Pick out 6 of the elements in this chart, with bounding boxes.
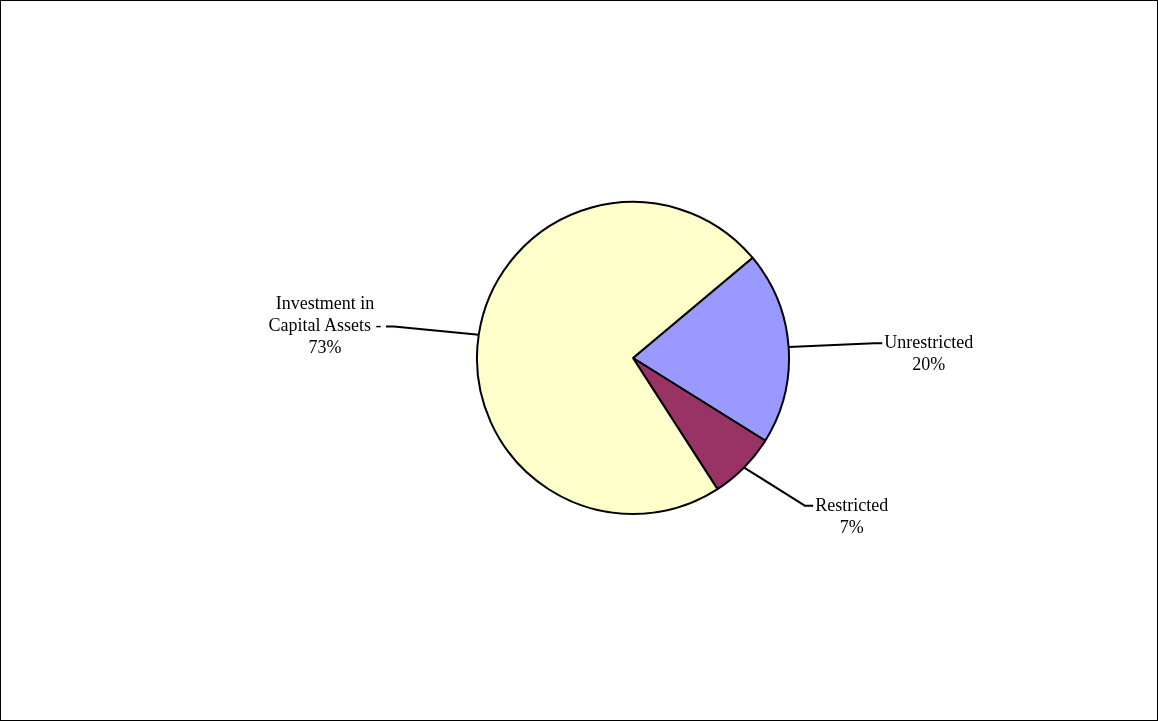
slice-label: Investment in Capital Assets - (268, 293, 382, 336)
data-label: 7% (839, 516, 864, 537)
slice-label: Unrestricted (884, 332, 974, 353)
slice-label: Restricted (815, 494, 889, 515)
data-label: 73% (308, 337, 342, 358)
data-label: 20% (912, 354, 946, 375)
